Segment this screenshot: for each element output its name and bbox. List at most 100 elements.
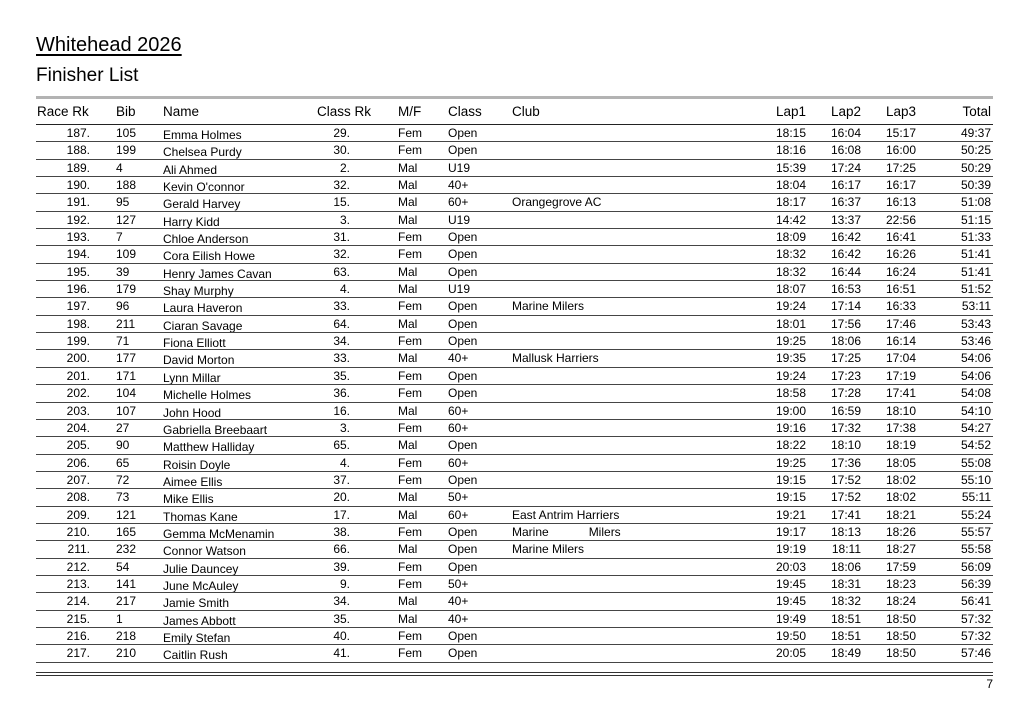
cell-mf: Fem [390,245,445,264]
cell-race_rk: 190. [36,176,105,195]
cell-mf: Fem [390,124,445,143]
cell-bib: 71 [105,332,160,351]
cell-lap3: 18:10 [863,402,918,420]
table-row: 198. 211 Ciaran Savage 64. Mal Open 18:01 17:56… [36,315,993,334]
cell-race_rk: 191. [36,193,105,212]
cell-total-text: 56:39 [960,576,991,591]
cell-bib: 179 [105,280,160,299]
cell-name: Cora Eilish Howe [160,245,315,264]
cell-race_rk-text: 196. [66,282,90,297]
cell-lap3-text: 18:02 [885,490,916,505]
cell-class_rk: 17. [315,506,390,524]
table-head: Race Rk Bib Name Class Rk M/F Class Club Lap1 La… [36,99,993,125]
cell-class_rk-text: 33. [333,299,350,314]
cell-lap1: 18:15 [770,124,808,143]
cell-total-text: 57:32 [960,611,991,626]
cell-class_rk-text: 32. [333,178,350,193]
cell-total: 55:08 [918,454,993,472]
cell-class_rk-text: 38. [333,524,350,539]
cell-class-text: Open [448,368,478,383]
cell-lap3-text: 18:50 [885,646,916,661]
cell-total-text: 54:10 [960,403,991,418]
cell-total: 50:29 [918,159,993,178]
cell-bib-text: 4 [116,160,123,175]
cell-lap1-text: 19:17 [775,524,806,539]
cell-lap3: 18:27 [863,540,918,559]
cell-lap3-text: 17:19 [885,368,916,383]
cell-total-text: 55:08 [960,455,991,470]
cell-bib: 127 [105,211,160,230]
cell-name: Thomas Kane [160,506,315,524]
cell-lap3-text: 17:25 [885,160,916,175]
cell-total: 57:32 [918,610,993,628]
cell-class: Open [445,540,508,559]
cell-bib-text: 109 [116,247,137,262]
cell-name: June McAuley [160,575,315,594]
cell-lap3-text: 18:02 [885,472,916,487]
cell-total: 51:52 [918,280,993,299]
table-row: 212. 54 Julie Dauncey 39. Fem Open 20:03 18:06 1… [36,558,993,576]
cell-name-text: Emily Stefan [163,630,231,645]
cell-total: 49:37 [918,124,993,143]
cell-name: David Morton [160,349,315,368]
cell-class_rk: 36. [315,384,390,403]
bottom-rule [36,671,993,676]
header-lap2: Lap2 [808,99,863,125]
cell-bib: 141 [105,575,160,594]
cell-lap3-text: 16:33 [885,299,916,314]
cell-mf: Mal [390,280,445,299]
cell-lap3-text: 17:41 [885,386,916,401]
cell-name: Caitlin Rush [160,644,315,663]
cell-lap2-text: 17:14 [830,299,861,314]
cell-lap2-text: 18:06 [830,334,861,349]
cell-mf-text: Mal [398,403,418,418]
cell-class_rk: 4. [315,280,390,299]
cell-bib-text: 199 [116,143,137,158]
document-page: Whitehead 2026 Finisher List Race Rk Bib N… [36,0,993,691]
cell-race_rk-text: 209. [66,507,90,522]
cell-bib: 210 [105,644,160,663]
cell-mf-text: Mal [398,438,418,453]
cell-lap2-text: 16:44 [830,264,861,279]
cell-race_rk-text: 200. [66,351,90,366]
cell-race_rk-text: 205. [66,438,90,453]
header-total: Total [918,99,993,125]
cell-lap1: 19:00 [770,402,808,420]
cell-lap3-text: 18:05 [885,455,916,470]
cell-race_rk-text: 207. [66,472,90,487]
cell-lap3: 18:02 [863,488,918,507]
cell-total-text: 51:52 [960,282,991,297]
cell-bib-text: 96 [116,299,130,314]
cell-total-text: 54:06 [960,368,991,383]
cell-race_rk-text: 212. [66,559,90,574]
cell-bib: 105 [105,124,160,143]
table-row: 204. 27 Gabriella Breebaart 3. Fem 60+ 19:16 17… [36,419,993,438]
cell-mf-text: Mal [398,178,418,193]
cell-bib: 199 [105,141,160,160]
cell-mf-text: Mal [398,282,418,297]
cell-lap3: 17:25 [863,159,918,178]
cell-name-text: Henry James Cavan [163,266,272,281]
cell-class-text: Open [448,143,478,158]
cell-race_rk-text: 187. [66,126,90,140]
cell-bib: 7 [105,228,160,247]
cell-lap1-text: 19:16 [775,420,806,435]
cell-class_rk: 29. [315,124,390,143]
cell-bib-text: 210 [116,646,137,661]
cell-name-text: Cora Eilish Howe [163,249,256,264]
cell-lap3-text: 16:26 [885,247,916,262]
cell-class: 60+ [445,402,508,420]
cell-class_rk: 63. [315,263,390,282]
cell-club-text: Orangegrove AC [512,195,602,210]
cell-mf: Fem [390,523,445,542]
cell-lap1: 19:21 [770,506,808,524]
cell-lap3: 18:50 [863,644,918,663]
cell-lap1-text: 19:21 [775,507,806,522]
cell-total: 50:25 [918,141,993,160]
cell-lap2: 16:44 [808,263,863,282]
cell-lap2-text: 17:56 [830,316,861,331]
cell-lap3-text: 17:38 [885,420,916,435]
cell-class: Open [445,228,508,247]
cell-club [508,402,770,420]
cell-race_rk: 187. [36,124,105,143]
